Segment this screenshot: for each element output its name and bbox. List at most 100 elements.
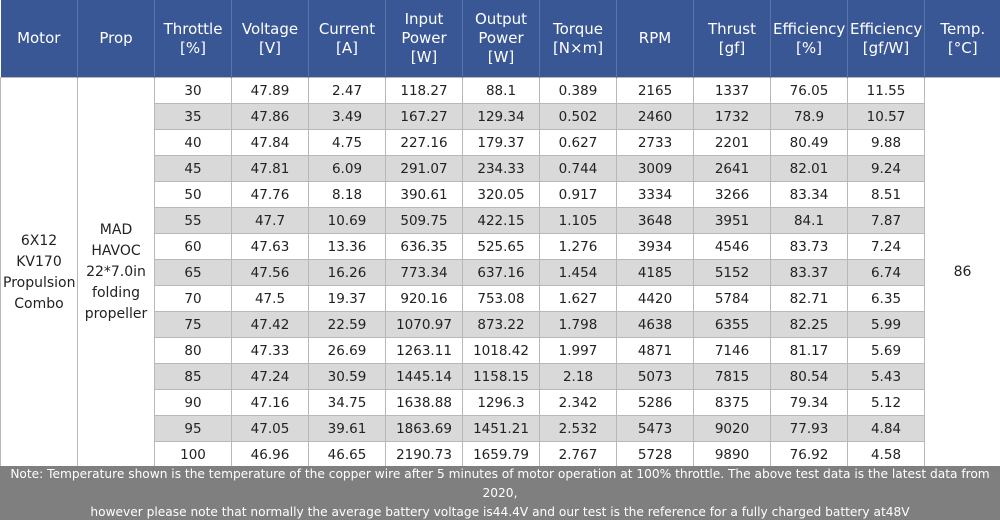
cell-output-power: 179.37: [463, 130, 540, 156]
cell-output-power: 1158.15: [463, 364, 540, 390]
header-rpm: RPM: [617, 0, 694, 78]
cell-efficiency-gfw: 10.57: [848, 104, 925, 130]
cell-output-power: 637.16: [463, 260, 540, 286]
cell-input-power: 390.61: [386, 182, 463, 208]
cell-throttle: 60: [155, 234, 232, 260]
cell-thrust: 6355: [694, 312, 771, 338]
cell-rpm: 4871: [617, 338, 694, 364]
header-torque: Torque[N×m]: [540, 0, 617, 78]
cell-current: 39.61: [309, 416, 386, 442]
cell-rpm: 3934: [617, 234, 694, 260]
header-output-power-line: Output: [475, 10, 527, 28]
cell-torque: 0.627: [540, 130, 617, 156]
header-efficiency-pct-line: [%]: [796, 39, 822, 57]
cell-thrust: 5152: [694, 260, 771, 286]
cell-output-power: 320.05: [463, 182, 540, 208]
temp-cell: 86: [925, 78, 1000, 468]
cell-output-power: 422.15: [463, 208, 540, 234]
header-throttle-line: Throttle: [164, 20, 223, 38]
footnote-line-1: Note: Temperature shown is the temperatu…: [10, 467, 989, 500]
cell-thrust: 1337: [694, 78, 771, 104]
cell-efficiency-gfw: 5.69: [848, 338, 925, 364]
header-efficiency-gfw-line: [gf/W]: [863, 39, 909, 57]
header-thrust-line: Thrust: [708, 20, 756, 38]
header-throttle: Throttle[%]: [155, 0, 232, 78]
cell-voltage: 47.05: [232, 416, 309, 442]
cell-current: 10.69: [309, 208, 386, 234]
cell-voltage: 47.89: [232, 78, 309, 104]
header-torque-line: [N×m]: [553, 39, 603, 57]
cell-efficiency-gfw: 6.74: [848, 260, 925, 286]
cell-throttle: 35: [155, 104, 232, 130]
cell-efficiency-pct: 81.17: [771, 338, 848, 364]
cell-torque: 2.532: [540, 416, 617, 442]
header-input-power-line: [W]: [411, 48, 438, 66]
cell-rpm: 3334: [617, 182, 694, 208]
motor-line: KV170: [16, 254, 61, 270]
header-efficiency-pct: Efficiency[%]: [771, 0, 848, 78]
cell-thrust: 1732: [694, 104, 771, 130]
cell-input-power: 773.34: [386, 260, 463, 286]
cell-current: 8.18: [309, 182, 386, 208]
cell-thrust: 3266: [694, 182, 771, 208]
cell-efficiency-pct: 78.9: [771, 104, 848, 130]
cell-voltage: 47.7: [232, 208, 309, 234]
header-prop: Prop: [78, 0, 155, 78]
cell-rpm: 5286: [617, 390, 694, 416]
cell-voltage: 47.81: [232, 156, 309, 182]
cell-voltage: 47.16: [232, 390, 309, 416]
cell-efficiency-pct: 82.01: [771, 156, 848, 182]
motor-line: 6X12: [21, 233, 57, 249]
cell-efficiency-pct: 82.71: [771, 286, 848, 312]
cell-input-power: 636.35: [386, 234, 463, 260]
cell-efficiency-pct: 83.34: [771, 182, 848, 208]
cell-torque: 0.389: [540, 78, 617, 104]
cell-thrust: 2641: [694, 156, 771, 182]
cell-voltage: 47.84: [232, 130, 309, 156]
cell-efficiency-gfw: 7.87: [848, 208, 925, 234]
prop-line: MAD: [100, 222, 132, 238]
cell-efficiency-gfw: 5.12: [848, 390, 925, 416]
cell-efficiency-gfw: 6.35: [848, 286, 925, 312]
header-voltage-line: Voltage: [242, 20, 298, 38]
cell-throttle: 40: [155, 130, 232, 156]
header-current: Current[A]: [309, 0, 386, 78]
cell-efficiency-pct: 82.25: [771, 312, 848, 338]
cell-throttle: 80: [155, 338, 232, 364]
cell-output-power: 525.65: [463, 234, 540, 260]
cell-torque: 2.342: [540, 390, 617, 416]
cell-throttle: 45: [155, 156, 232, 182]
header-input-power-line: Power: [401, 29, 446, 47]
cell-efficiency-gfw: 5.43: [848, 364, 925, 390]
cell-efficiency-pct: 80.54: [771, 364, 848, 390]
cell-rpm: 2460: [617, 104, 694, 130]
header-efficiency-gfw: Efficiency[gf/W]: [848, 0, 925, 78]
cell-input-power: 1070.97: [386, 312, 463, 338]
prop-line: HAVOC: [91, 243, 140, 259]
cell-throttle: 75: [155, 312, 232, 338]
header-temp: Temp.[°C]: [925, 0, 1000, 78]
cell-input-power: 1863.69: [386, 416, 463, 442]
header-temp-line: [°C]: [948, 39, 978, 57]
cell-torque: 0.502: [540, 104, 617, 130]
cell-efficiency-gfw: 11.55: [848, 78, 925, 104]
cell-current: 22.59: [309, 312, 386, 338]
cell-voltage: 47.24: [232, 364, 309, 390]
footnote-bar: Note: Temperature shown is the temperatu…: [0, 466, 1000, 520]
header-thrust-line: [gf]: [719, 39, 746, 57]
cell-voltage: 47.76: [232, 182, 309, 208]
cell-input-power: 167.27: [386, 104, 463, 130]
cell-output-power: 753.08: [463, 286, 540, 312]
cell-input-power: 291.07: [386, 156, 463, 182]
cell-thrust: 4546: [694, 234, 771, 260]
cell-throttle: 30: [155, 78, 232, 104]
cell-output-power: 88.1: [463, 78, 540, 104]
cell-torque: 0.917: [540, 182, 617, 208]
cell-output-power: 129.34: [463, 104, 540, 130]
header-temp-line: Temp.: [940, 20, 985, 38]
cell-efficiency-pct: 84.1: [771, 208, 848, 234]
